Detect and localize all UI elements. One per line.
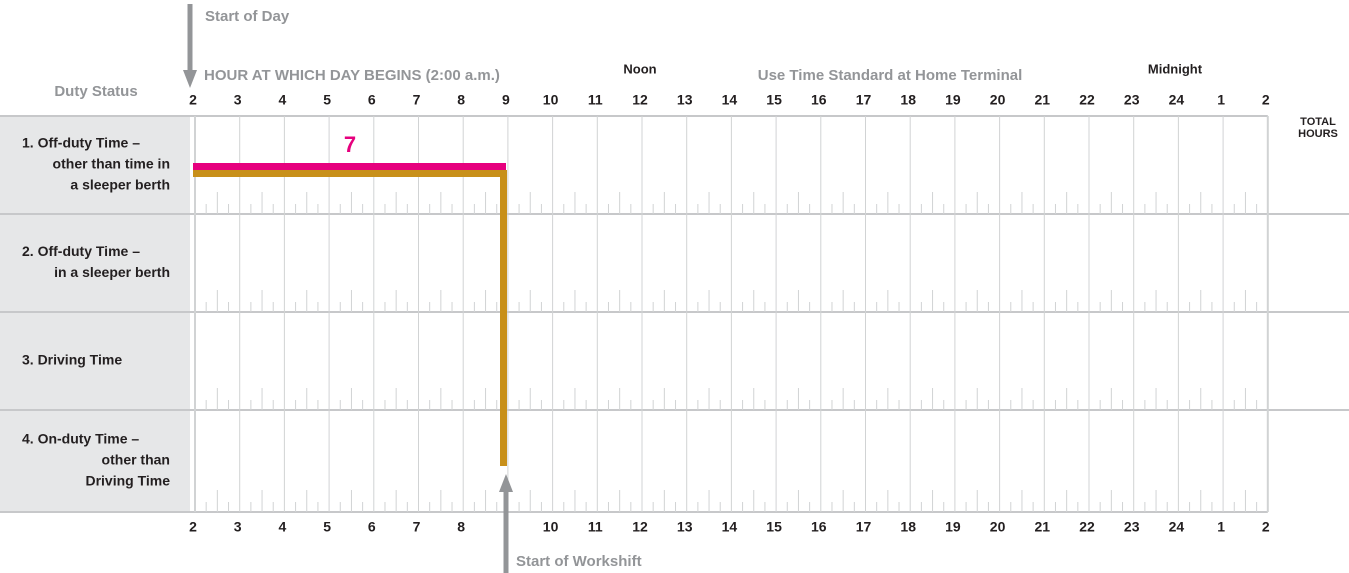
start-day-arrowhead bbox=[183, 70, 197, 88]
hour-label: 15 bbox=[766, 519, 782, 535]
hour-label: 18 bbox=[900, 92, 916, 108]
total-hours-label: TOTAL bbox=[1300, 116, 1336, 128]
hour-label: 4 bbox=[279, 92, 287, 108]
hour-label: 23 bbox=[1124, 92, 1140, 108]
label-column bbox=[0, 116, 190, 512]
duty-status-label: Duty Status bbox=[54, 83, 137, 100]
hour-label: 21 bbox=[1035, 92, 1051, 108]
row-label: 3. Driving Time bbox=[22, 352, 122, 368]
hour-label: 12 bbox=[632, 519, 648, 535]
row-label: other than time in bbox=[53, 156, 170, 172]
hour-label: 19 bbox=[945, 92, 961, 108]
time-standard-label: Use Time Standard at Home Terminal bbox=[758, 67, 1023, 84]
hour-label: 21 bbox=[1035, 519, 1051, 535]
hour-label: 14 bbox=[722, 519, 738, 535]
hour-label: 2 bbox=[1262, 519, 1270, 535]
row-label: 1. Off-duty Time – bbox=[22, 135, 140, 151]
hour-label: 15 bbox=[766, 92, 782, 108]
segment-label: 7 bbox=[344, 132, 356, 157]
hour-label: 6 bbox=[368, 519, 376, 535]
hour-label: 2 bbox=[1262, 92, 1270, 108]
hour-label: 13 bbox=[677, 519, 693, 535]
total-hours-label: HOURS bbox=[1298, 128, 1338, 140]
hour-label: 22 bbox=[1079, 92, 1095, 108]
hour-label: 19 bbox=[945, 519, 961, 535]
hour-label: 24 bbox=[1169, 519, 1185, 535]
hour-label: 17 bbox=[856, 519, 872, 535]
hour-label: 1 bbox=[1217, 519, 1225, 535]
hour-label: 9 bbox=[502, 92, 510, 108]
hour-label: 4 bbox=[279, 519, 287, 535]
hour-label: 8 bbox=[457, 519, 465, 535]
hour-label: 11 bbox=[588, 519, 603, 535]
hour-label: 2 bbox=[189, 92, 197, 108]
workshift-arrowhead bbox=[499, 474, 513, 492]
workshift-label: Start of Workshift bbox=[516, 553, 642, 570]
hour-label: 17 bbox=[856, 92, 872, 108]
hour-label: 16 bbox=[811, 92, 827, 108]
hour-label: 7 bbox=[413, 519, 421, 535]
off-duty-line bbox=[193, 163, 506, 170]
hour-label: 18 bbox=[900, 519, 916, 535]
day-begins-label: HOUR AT WHICH DAY BEGINS (2:00 a.m.) bbox=[204, 67, 500, 84]
workshift-vertical bbox=[500, 170, 507, 466]
hour-label: 16 bbox=[811, 519, 827, 535]
hour-label: 10 bbox=[543, 519, 559, 535]
noon-label: Noon bbox=[623, 61, 656, 76]
hour-label: 20 bbox=[990, 519, 1006, 535]
hour-label: 23 bbox=[1124, 519, 1140, 535]
hour-label: 13 bbox=[677, 92, 693, 108]
row-label: a sleeper berth bbox=[70, 177, 170, 193]
row-label: 2. Off-duty Time – bbox=[22, 243, 140, 259]
hour-label: 5 bbox=[323, 519, 331, 535]
hour-label: 3 bbox=[234, 92, 242, 108]
hour-label: 11 bbox=[588, 92, 603, 108]
hour-label: 2 bbox=[189, 519, 197, 535]
row-label: other than bbox=[102, 452, 170, 468]
hour-label: 12 bbox=[632, 92, 648, 108]
hour-label: 1 bbox=[1217, 92, 1225, 108]
row-label: in a sleeper berth bbox=[54, 264, 170, 280]
hour-label: 14 bbox=[722, 92, 738, 108]
hour-label: 10 bbox=[543, 92, 559, 108]
hour-label: 3 bbox=[234, 519, 242, 535]
hour-label: 6 bbox=[368, 92, 376, 108]
row-label: 4. On-duty Time – bbox=[22, 431, 139, 447]
hour-label: 5 bbox=[323, 92, 331, 108]
hour-label: 20 bbox=[990, 92, 1006, 108]
hour-label: 24 bbox=[1169, 92, 1185, 108]
hour-label: 8 bbox=[457, 92, 465, 108]
workshift-line bbox=[193, 170, 506, 177]
hour-label: 7 bbox=[413, 92, 421, 108]
hour-label: 22 bbox=[1079, 519, 1095, 535]
start-day-label: Start of Day bbox=[205, 8, 290, 25]
midnight-label: Midnight bbox=[1148, 61, 1203, 76]
row-label: Driving Time bbox=[85, 473, 170, 489]
